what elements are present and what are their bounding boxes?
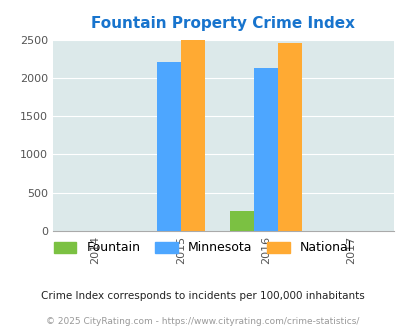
Bar: [156, 62, 180, 231]
Legend: Fountain, Minnesota, National: Fountain, Minnesota, National: [49, 236, 356, 259]
Title: Fountain Property Crime Index: Fountain Property Crime Index: [91, 16, 354, 31]
Bar: [277, 44, 301, 231]
Text: Crime Index corresponds to incidents per 100,000 inhabitants: Crime Index corresponds to incidents per…: [41, 291, 364, 301]
Bar: [180, 40, 204, 231]
Bar: [230, 212, 254, 231]
Bar: [254, 68, 277, 231]
Text: © 2025 CityRating.com - https://www.cityrating.com/crime-statistics/: © 2025 CityRating.com - https://www.city…: [46, 317, 359, 326]
